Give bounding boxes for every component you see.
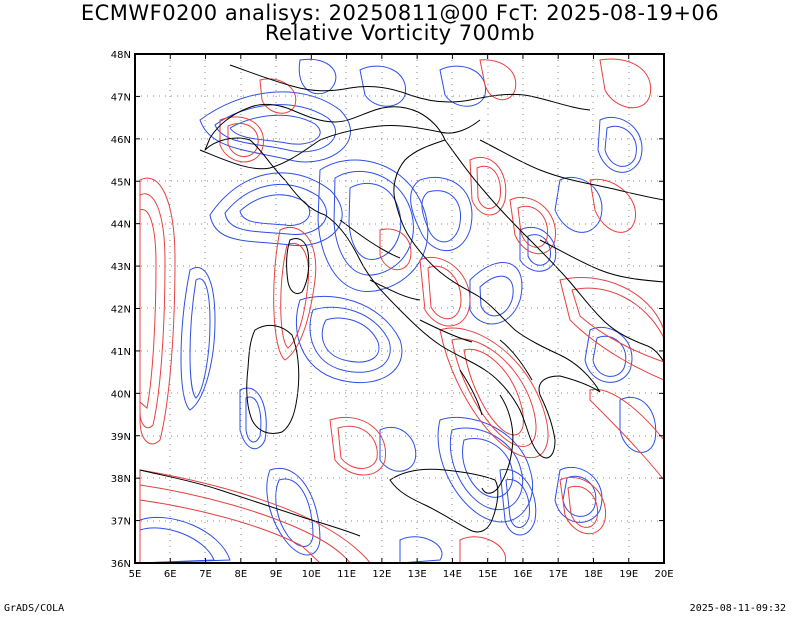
north-africa-coast	[139, 469, 361, 537]
lon-label: 10E	[302, 569, 321, 580]
lon-label: 18E	[584, 569, 603, 580]
italy-regions	[339, 219, 533, 416]
lat-label: 40N	[111, 389, 131, 400]
positive-vorticity-contours	[139, 58, 664, 563]
lat-lon-grid	[135, 54, 664, 563]
map-title: ECMWF0200 analisys: 20250811@00 FcT: 202…	[80, 1, 720, 25]
balkan-border-2	[539, 239, 664, 283]
software-credit: GrADS/COLA	[4, 603, 65, 614]
lon-label: 9E	[270, 569, 283, 580]
axis-ticks	[134, 53, 665, 564]
corsica-coastline	[286, 238, 310, 295]
lon-label: 14E	[443, 569, 462, 580]
lon-label: 6E	[164, 569, 177, 580]
calabria-coastline	[481, 394, 514, 494]
lat-label: 48N	[111, 50, 131, 61]
map-subtitle: Relative Vorticity 700mb	[264, 21, 536, 45]
italy-coastline	[204, 103, 601, 459]
alps-border	[199, 119, 481, 170]
axis-labels: 5E 6E 7E 8E 9E 10E 11E 12E 13E 14E 15E 16E 17E 18E 19E…	[111, 50, 674, 580]
negative-vorticity-contours	[139, 58, 657, 563]
lon-label: 12E	[372, 569, 391, 580]
sicily-coastline	[389, 468, 499, 533]
lat-label: 47N	[111, 92, 131, 103]
balkan-coastline	[444, 139, 664, 363]
lon-label: 8E	[234, 569, 247, 580]
lat-label: 36N	[111, 559, 131, 570]
lat-label: 45N	[111, 177, 131, 188]
lat-label: 43N	[111, 262, 131, 273]
lon-label: 19E	[619, 569, 638, 580]
balkan-border-1	[479, 139, 664, 201]
lat-label: 38N	[111, 474, 131, 485]
vorticity-contours	[139, 58, 664, 563]
lon-label: 20E	[654, 569, 673, 580]
lon-label: 5E	[129, 569, 142, 580]
lon-label: 7E	[199, 569, 212, 580]
lat-label: 46N	[111, 135, 131, 146]
lat-label: 44N	[111, 220, 131, 231]
lon-label: 11E	[337, 569, 356, 580]
sardinia-coastline	[246, 324, 300, 434]
generation-timestamp: 2025-08-11-09:32	[689, 603, 786, 614]
lon-label: 16E	[513, 569, 532, 580]
coastlines-and-borders	[139, 64, 664, 537]
lat-label: 39N	[111, 432, 131, 443]
lon-label: 17E	[549, 569, 568, 580]
north-border	[229, 64, 591, 111]
lat-label: 41N	[111, 347, 131, 358]
lat-label: 42N	[111, 305, 131, 316]
lon-label: 15E	[478, 569, 497, 580]
lat-label: 37N	[111, 517, 131, 528]
lon-label: 13E	[408, 569, 427, 580]
